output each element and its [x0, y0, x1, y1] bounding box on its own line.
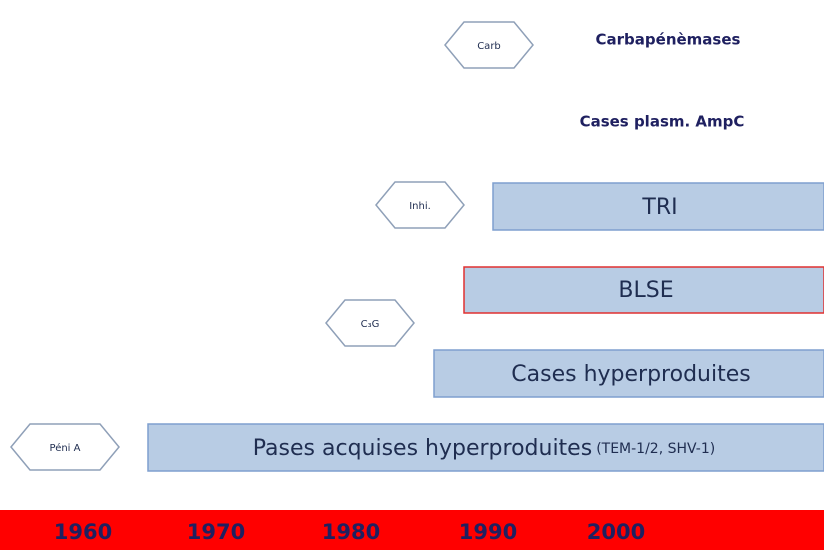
year-label: 2000	[587, 520, 645, 544]
hexagon-label: C₃G	[361, 319, 380, 330]
bar-label: Cases hyperproduites	[511, 362, 750, 387]
bar-label-group: Pases acquises hyperproduites (TEM-1/2, S…	[253, 436, 715, 461]
bar-label: TRI	[641, 195, 677, 220]
year-label: 1990	[459, 520, 517, 544]
hexagon-label: Carb	[477, 41, 501, 52]
hexagon: Carb	[444, 21, 534, 69]
timeline-band	[0, 510, 824, 550]
heading: Cases plasm. AmpC	[580, 113, 745, 131]
hexagon-label: Péni A	[50, 442, 81, 454]
year-label: 1980	[322, 520, 380, 544]
hexagon: C₃G	[325, 299, 415, 347]
hexagon-label: Inhi.	[409, 201, 431, 212]
bar-label: BLSE	[618, 278, 673, 303]
bar	[492, 182, 824, 231]
bar-label: Pases acquises hyperproduites	[253, 436, 592, 461]
heading: Carbapénèmases	[596, 31, 741, 49]
bar	[463, 266, 824, 314]
bar	[433, 349, 824, 398]
hexagon: Inhi.	[375, 181, 465, 229]
bar-note: (TEM-1/2, SHV-1)	[596, 441, 715, 457]
year-label: 1970	[187, 520, 245, 544]
hexagon: Péni A	[10, 423, 120, 471]
bar	[147, 423, 824, 472]
year-label: 1960	[54, 520, 112, 544]
